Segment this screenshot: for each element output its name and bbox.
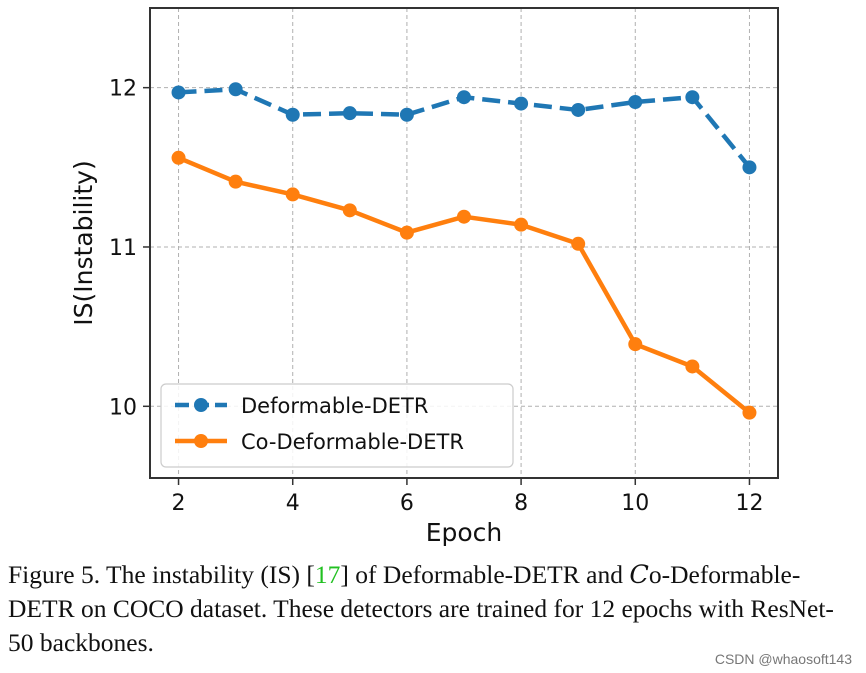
- watermark: CSDN @whaosoft143: [714, 651, 852, 667]
- data-point: [514, 96, 529, 111]
- x-tick-label: 10: [621, 491, 649, 516]
- x-axis-label: Epoch: [426, 518, 503, 547]
- data-point: [228, 174, 243, 189]
- legend: Deformable-DETR Co-Deformable-DETR: [160, 383, 514, 468]
- x-tick-label: 8: [514, 491, 528, 516]
- y-axis-label: IS(Instability): [69, 160, 98, 325]
- caption-rest: o-Deformable-DETR on COCO dataset. These…: [8, 560, 834, 657]
- x-tick-label: 4: [286, 491, 300, 516]
- chart: 2 4 6 8 10 12 10 11 12 Epoch IS(Instability) Def…: [69, 7, 779, 547]
- data-point: [399, 107, 414, 122]
- data-point: [342, 203, 357, 218]
- legend-marker-1: [194, 434, 208, 448]
- y-tick-label: 12: [109, 77, 137, 102]
- data-point: [228, 82, 243, 97]
- data-point: [742, 405, 757, 420]
- data-point: [285, 187, 300, 202]
- data-point: [685, 359, 700, 374]
- y-tick-label: 11: [109, 236, 137, 261]
- data-point: [171, 85, 186, 100]
- plot-frame: [149, 7, 779, 479]
- data-point: [742, 160, 757, 175]
- x-tick-label: 6: [400, 491, 414, 516]
- legend-marker-0: [194, 398, 208, 412]
- legend-label-0: Deformable-DETR: [241, 394, 428, 418]
- data-point: [342, 106, 357, 121]
- series-line-1: [177, 155, 751, 415]
- data-point: [628, 95, 643, 109]
- caption-prefix: Figure 5. The instability (IS) [: [8, 560, 315, 589]
- caption-co-letter: C: [629, 560, 649, 590]
- series-layer: [171, 82, 757, 420]
- data-point: [457, 90, 471, 105]
- data-point: [628, 337, 643, 352]
- data-point: [685, 90, 700, 105]
- data-point: [171, 150, 186, 165]
- data-point: [514, 217, 529, 232]
- data-point: [457, 209, 471, 224]
- legend-box: [160, 383, 514, 468]
- x-tick-label: 2: [172, 491, 186, 516]
- data-point: [399, 225, 414, 240]
- x-tick-label: 12: [735, 491, 763, 516]
- y-tick-label: 10: [109, 395, 137, 420]
- caption-ref-link[interactable]: 17: [314, 560, 341, 589]
- caption-middle: ] of Deformable-DETR and: [340, 560, 630, 589]
- legend-label-1: Co-Deformable-DETR: [241, 430, 464, 454]
- data-point: [285, 107, 300, 122]
- chart-svg: 2 4 6 8 10 12 10 11 12 Epoch IS(Instability) Def…: [69, 7, 779, 547]
- data-point: [571, 102, 586, 117]
- data-point: [571, 236, 586, 251]
- figure-caption: Figure 5. The instability (IS) [17] of D…: [8, 558, 858, 660]
- axis-ticks: 2 4 6 8 10 12 10 11 12: [109, 77, 763, 516]
